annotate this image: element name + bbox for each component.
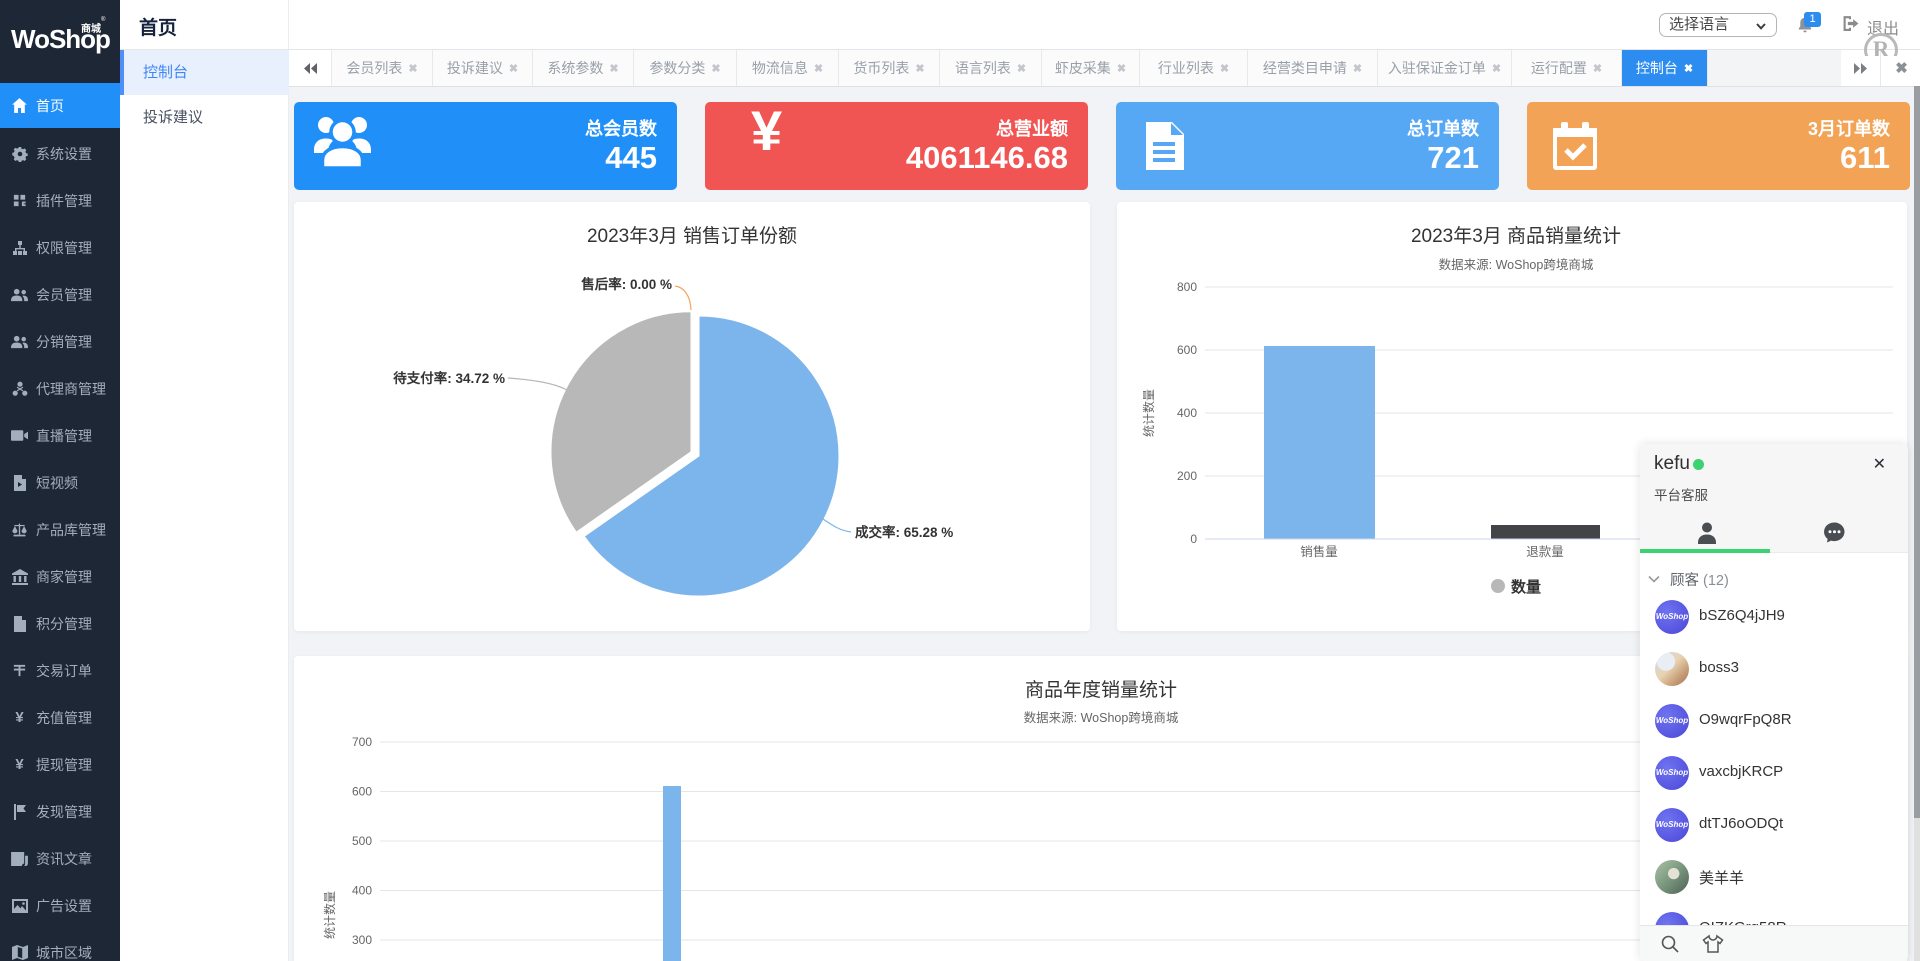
svg-text:500: 500 [352, 834, 372, 848]
svg-text:统计数量: 统计数量 [322, 891, 337, 939]
svg-text:售后率: 0.00 %: 售后率: 0.00 % [580, 276, 672, 292]
svg-text:700: 700 [352, 735, 372, 749]
svg-text:2023年3月 商品销量统计: 2023年3月 商品销量统计 [1411, 225, 1621, 247]
svg-text:800: 800 [1177, 280, 1197, 294]
svg-text:400: 400 [352, 884, 372, 898]
svg-text:统计数量: 统计数量 [1141, 389, 1156, 437]
svg-text:销售量: 销售量 [1300, 544, 1338, 559]
svg-text:600: 600 [1177, 343, 1197, 357]
svg-text:商品年度销量统计: 商品年度销量统计 [1025, 679, 1177, 701]
svg-text:数据来源: WoShop跨境商城: 数据来源: WoShop跨境商城 [1024, 710, 1179, 725]
svg-text:2023年3月 销售订单份额: 2023年3月 销售订单份额 [587, 225, 797, 247]
svg-text:0: 0 [1190, 532, 1197, 546]
svg-text:200: 200 [1177, 469, 1197, 483]
svg-text:数据来源: WoShop跨境商城: 数据来源: WoShop跨境商城 [1439, 257, 1594, 272]
svg-text:退款量: 退款量 [1526, 545, 1564, 559]
svg-text:成交率: 65.28 %: 成交率: 65.28 % [855, 524, 953, 540]
svg-text:待支付率: 34.72 %: 待支付率: 34.72 % [393, 370, 505, 386]
svg-text:400: 400 [1177, 406, 1197, 420]
svg-text:数量: 数量 [1511, 578, 1541, 596]
svg-text:600: 600 [352, 785, 372, 799]
svg-text:300: 300 [352, 933, 372, 947]
